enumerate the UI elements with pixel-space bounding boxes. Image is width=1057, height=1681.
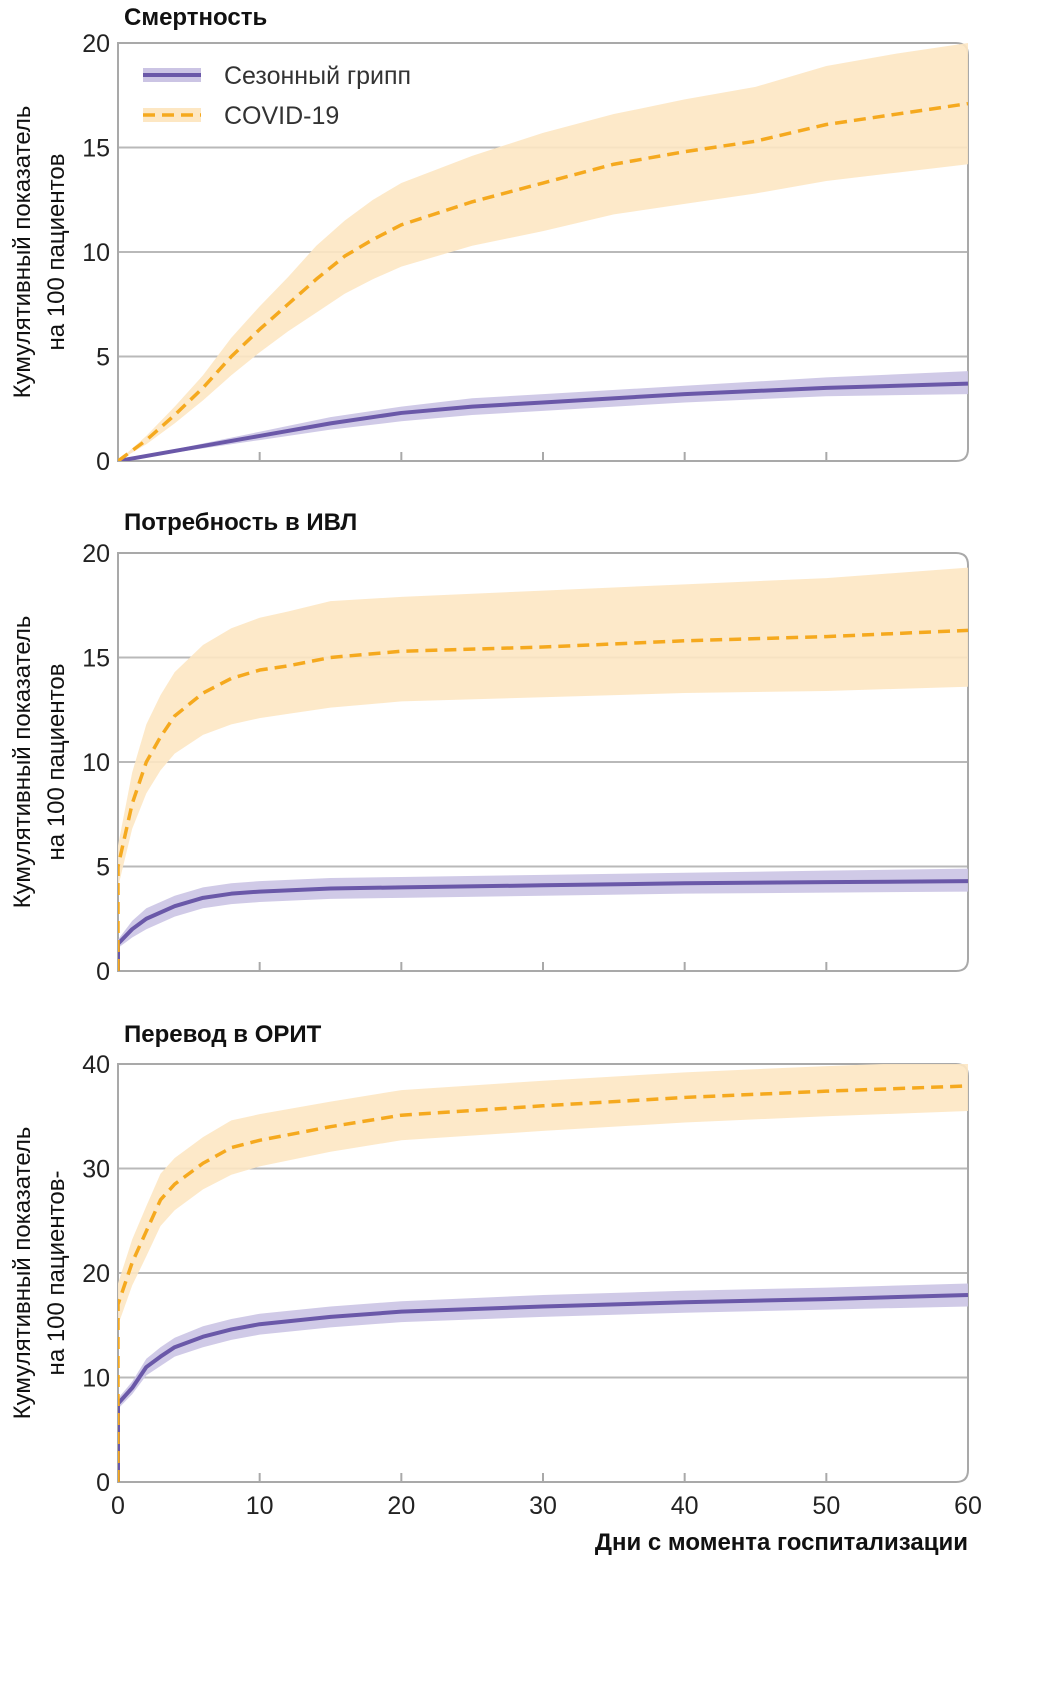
y-axis-label-line-2: на 100 пациентов [43, 664, 70, 861]
chart-panel-1: Смертность 0 5 10 15 20 Кумулятивный показател… [9, 4, 969, 476]
plot-frame [117, 552, 969, 972]
y-tick-label: 10 [82, 1365, 110, 1393]
flu-confidence-band [118, 371, 968, 461]
y-axis-label-line-2: на 100 пациентов [43, 154, 70, 351]
y-tick-label: 0 [96, 448, 110, 476]
plot-area [118, 43, 968, 461]
covid-series-line [118, 1084, 968, 1482]
panel-title: Перевод в ОРИТ [124, 1021, 322, 1048]
y-tick-label: 20 [82, 30, 110, 58]
covid-series-line [118, 628, 968, 971]
y-tick-label: 0 [96, 1469, 110, 1497]
y-axis-label-line-1: Кумулятивный показатель [9, 106, 36, 399]
flu-series-line [118, 381, 968, 461]
y-tick-label: 10 [82, 749, 110, 777]
flu-confidence-band [118, 1283, 968, 1482]
y-axis-label-line-1: Кумулятивный показатель [9, 1127, 36, 1420]
panel-title: Потребность в ИВЛ [124, 509, 357, 536]
y-tick-label: 10 [82, 239, 110, 267]
y-tick-label: 40 [82, 1051, 110, 1079]
plot-frame [117, 42, 969, 462]
x-tick-label: 0 [111, 1492, 125, 1520]
y-tick-label: 20 [82, 540, 110, 568]
y-axis-label-line-1: Кумулятивный показатель [9, 616, 36, 909]
y-tick-label: 15 [82, 645, 110, 673]
covid-confidence-band [118, 567, 968, 971]
y-tick-label: 20 [82, 1260, 110, 1288]
panel-title: Смертность [124, 4, 267, 31]
y-axis-label: Кумулятивный показатель на 100 пациентов [9, 616, 70, 909]
y-axis-label: Кумулятивный показатель на 100 пациентов [9, 106, 70, 399]
plot-area [118, 1064, 968, 1482]
legend: Сезонный грипп COVID-19 [143, 62, 411, 130]
x-tick-label: 10 [246, 1492, 274, 1520]
y-axis-label: Кумулятивный показатель на 100 пациентов- [9, 1127, 70, 1420]
x-tick-label: 40 [671, 1492, 699, 1520]
y-tick-label: 15 [82, 135, 110, 163]
plot-area [118, 567, 968, 971]
legend-label-covid: COVID-19 [224, 102, 339, 130]
flu-series-line [118, 1292, 968, 1482]
y-tick-label: 30 [82, 1156, 110, 1184]
x-tick-label: 60 [954, 1492, 982, 1520]
y-tick-label: 5 [96, 344, 110, 372]
covid-confidence-band [118, 43, 968, 461]
x-tick-label: 30 [529, 1492, 557, 1520]
flu-confidence-band [118, 868, 968, 971]
y-axis-label-line-2: на 100 пациентов- [43, 1171, 70, 1376]
legend-label-flu: Сезонный грипп [224, 62, 411, 90]
chart-panel-2: Потребность в ИВЛ 0 5 10 15 20 Кумулятивный по… [9, 509, 969, 986]
y-tick-label: 5 [96, 854, 110, 882]
covid-confidence-band [118, 1064, 968, 1482]
x-tick-label: 20 [387, 1492, 415, 1520]
y-tick-label: 0 [96, 958, 110, 986]
chart-panel-3: Перевод в ОРИТ 0 10 20 30 40 0 10 20 30 40 50 60 Куму… [9, 1021, 982, 1556]
x-axis-label: Дни с момента госпитализации [595, 1529, 968, 1556]
x-tick-label: 50 [812, 1492, 840, 1520]
flu-series-line [118, 879, 968, 971]
